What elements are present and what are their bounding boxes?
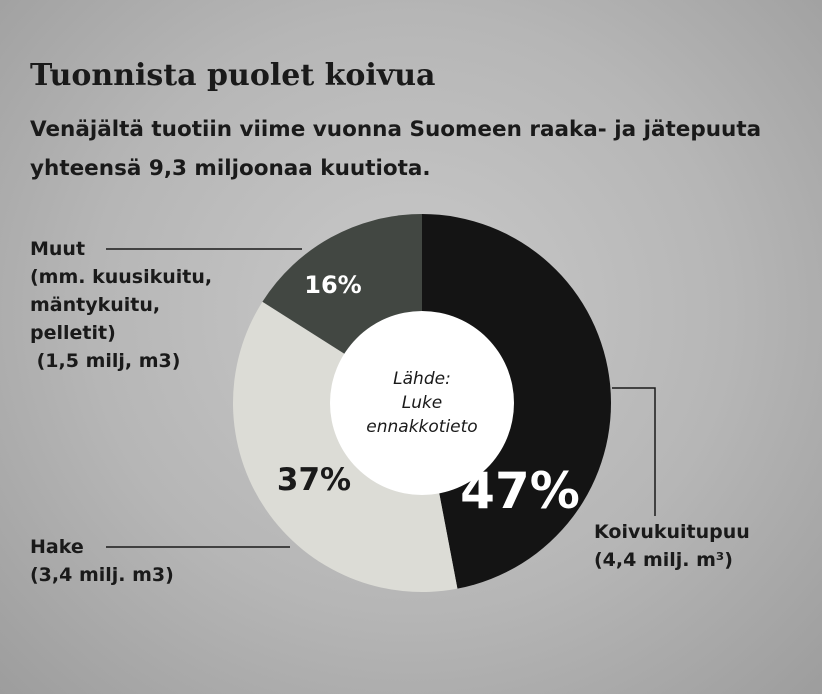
source-note: Lähde: Luke ennakkotieto	[366, 369, 477, 437]
leader-line	[612, 387, 656, 516]
slice-category-label: Muut (mm. kuusikuitu, mäntykuitu, pelletit)…	[30, 238, 212, 372]
slice-percent-label: 37%	[277, 462, 351, 498]
slice-percent-label: 16%	[304, 271, 361, 299]
slice-category-label: Koivukuitupuu (4,4 milj. m³)	[594, 521, 750, 571]
slice-category-label: Hake (3,4 milj. m3)	[30, 536, 174, 586]
chart-title: Tuonnista puolet koivua	[30, 58, 436, 93]
chart-leader-lines	[106, 248, 656, 548]
pie-slice-1	[422, 214, 611, 589]
donut-hole	[330, 311, 514, 495]
chart-subtitle: Venäjältä tuotiin viime vuonna Suomeen r…	[30, 117, 762, 181]
